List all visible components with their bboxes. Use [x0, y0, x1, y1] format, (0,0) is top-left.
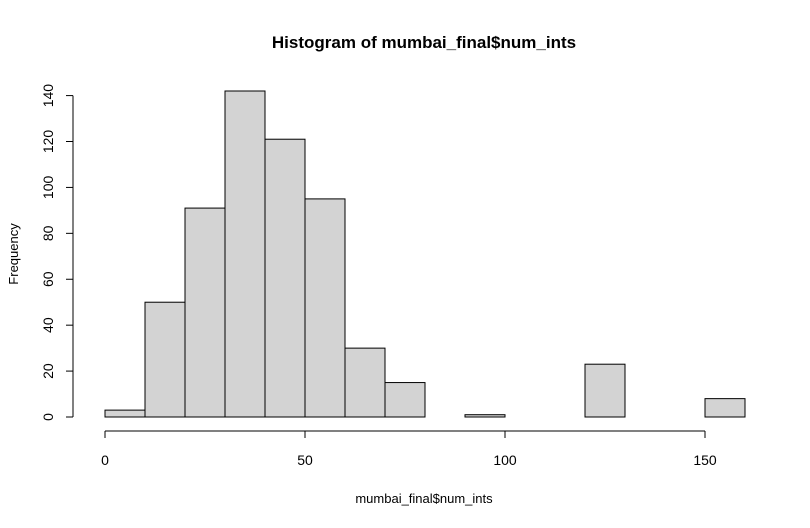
x-tick-label: 50 [297, 452, 313, 468]
histogram-bar-0-10 [104, 409, 146, 418]
histogram-bar-60-70 [344, 347, 386, 418]
histogram-bar-150-160 [704, 398, 746, 418]
histogram-bar-120-130 [584, 363, 626, 418]
y-tick-label: 120 [40, 130, 56, 154]
x-tick-label: 0 [101, 452, 109, 468]
x-axis-label: mumbai_final$num_ints [355, 491, 493, 506]
x-tick-label: 100 [493, 452, 517, 468]
x-tick-label: 150 [693, 452, 717, 468]
histogram-bar-70-80 [384, 382, 426, 418]
y-axis-label: Frequency [6, 223, 21, 285]
histogram-bar-20-30 [184, 207, 226, 418]
y-tick-label: 140 [40, 84, 56, 108]
chart-title: Histogram of mumbai_final$num_ints [272, 33, 576, 52]
histogram-bar-10-20 [144, 301, 186, 418]
y-tick-label: 40 [40, 317, 56, 333]
y-tick-label: 60 [40, 271, 56, 287]
y-tick-label: 0 [40, 413, 56, 421]
y-tick-label: 80 [40, 225, 56, 241]
y-axis: 0 20 40 60 80 100 120 140 [40, 84, 74, 421]
histogram-bar-50-60 [304, 198, 346, 418]
x-axis: 0 50 100 150 [101, 430, 717, 468]
bars-group [104, 90, 746, 418]
histogram-bar-30-40 [224, 90, 266, 418]
y-tick-label: 20 [40, 363, 56, 379]
histogram-bar-40-50 [264, 138, 306, 418]
y-tick-label: 100 [40, 176, 56, 200]
histogram-bar-90-100 [464, 414, 506, 418]
